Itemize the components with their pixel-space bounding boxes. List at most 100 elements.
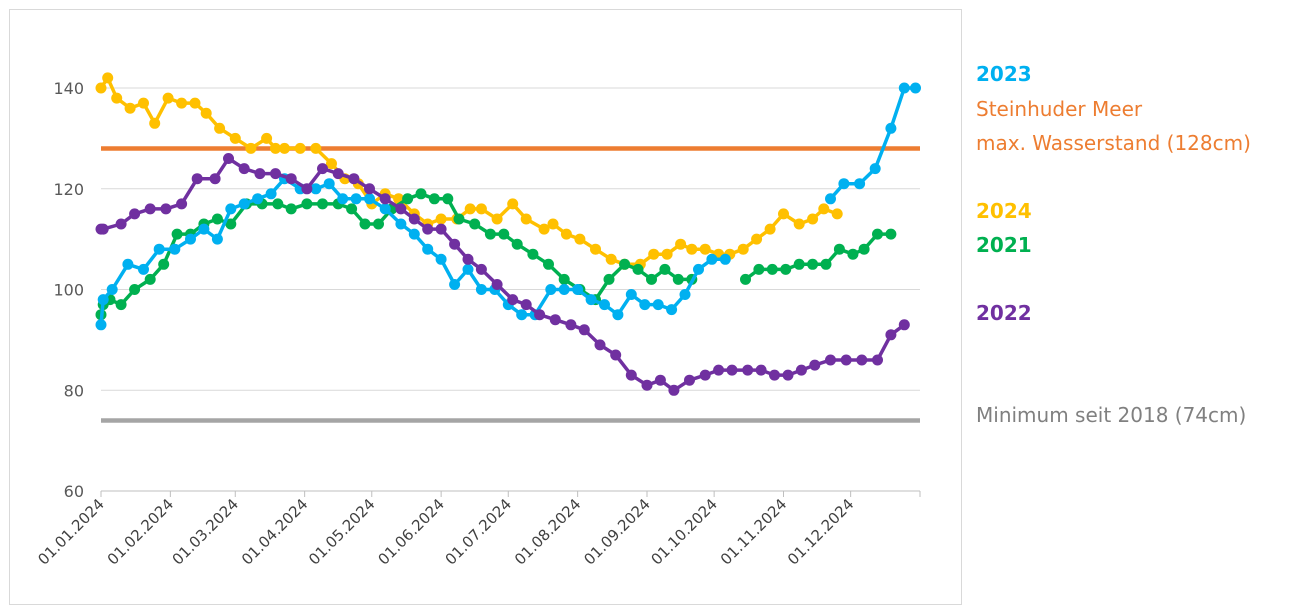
point-2024-0-9 bbox=[200, 107, 212, 119]
point-2023-0-4 bbox=[138, 263, 149, 275]
legend-2022: 2022 bbox=[976, 301, 1032, 325]
x-tick-label-4: 01.05.2024 bbox=[305, 495, 378, 568]
point-2024-1-13 bbox=[491, 213, 503, 225]
point-2021-0-4 bbox=[129, 284, 141, 295]
x-tick-label-11: 01.12.2024 bbox=[784, 495, 857, 568]
point-2021-1-7 bbox=[833, 243, 845, 255]
point-2021-1-10 bbox=[872, 228, 883, 240]
point-2021-0-7 bbox=[171, 228, 183, 240]
y-tick-label-80: 80 bbox=[64, 381, 84, 400]
point-2021-1-6 bbox=[820, 258, 832, 270]
point-2024-1-33 bbox=[764, 223, 776, 235]
point-2023-1-5 bbox=[898, 82, 910, 94]
point-2024-1-34 bbox=[778, 208, 789, 220]
point-2021-0-20 bbox=[359, 218, 371, 230]
y-tick-label-60: 60 bbox=[64, 482, 84, 501]
point-2022-0-20 bbox=[395, 203, 407, 215]
point-2024-0-13 bbox=[261, 132, 273, 144]
x-tick-label-1: 01.02.2024 bbox=[104, 495, 177, 568]
x-tick-label-7: 01.08.2024 bbox=[511, 495, 584, 568]
point-2021-0-28 bbox=[469, 218, 481, 230]
legend-2024: 2024 bbox=[976, 199, 1032, 223]
point-2022-0-5 bbox=[160, 203, 172, 215]
point-2023-1-0 bbox=[825, 193, 836, 205]
point-2021-0-26 bbox=[442, 193, 454, 205]
point-2024-1-21 bbox=[605, 253, 617, 265]
point-2021-0-17 bbox=[317, 198, 328, 210]
point-2023-0-11 bbox=[238, 198, 250, 210]
point-2022-0-49 bbox=[809, 359, 821, 371]
point-2024-1-36 bbox=[807, 213, 819, 225]
point-2023-0-18 bbox=[337, 193, 349, 205]
chart-frame bbox=[9, 9, 962, 605]
point-2021-1-3 bbox=[780, 263, 792, 275]
point-2021-1-1 bbox=[753, 263, 765, 275]
point-2023-0-23 bbox=[408, 228, 420, 240]
point-2024-0-6 bbox=[162, 92, 174, 104]
point-2021-0-24 bbox=[415, 188, 427, 200]
point-2021-0-31 bbox=[511, 238, 523, 250]
point-2022-0-32 bbox=[565, 319, 577, 331]
point-2021-0-30 bbox=[498, 228, 510, 240]
point-2022-0-4 bbox=[144, 203, 156, 215]
point-2021-0-19 bbox=[346, 203, 358, 215]
point-2023-0-24 bbox=[422, 243, 434, 255]
point-2024-0-15 bbox=[279, 142, 290, 154]
point-2021-0-33 bbox=[543, 258, 554, 270]
point-2021-0-3 bbox=[115, 299, 127, 311]
point-2023-0-22 bbox=[395, 218, 407, 230]
point-2022-0-17 bbox=[348, 173, 360, 185]
point-2023-0-40 bbox=[639, 299, 651, 311]
x-tick-label-9: 01.10.2024 bbox=[647, 495, 720, 568]
point-2022-0-1 bbox=[97, 223, 109, 235]
point-2023-1-6 bbox=[910, 82, 921, 94]
point-2022-0-13 bbox=[285, 173, 297, 185]
point-2022-0-55 bbox=[898, 319, 910, 331]
point-2022-0-34 bbox=[594, 339, 606, 351]
point-2021-0-25 bbox=[428, 193, 440, 205]
point-2021-0-6 bbox=[158, 258, 170, 270]
point-2022-0-40 bbox=[684, 374, 695, 386]
point-2023-0-16 bbox=[310, 183, 322, 195]
point-2023-0-35 bbox=[572, 284, 584, 295]
point-2023-0-9 bbox=[211, 233, 223, 245]
point-2023-0-13 bbox=[265, 188, 277, 200]
point-2023-0-0 bbox=[95, 319, 107, 331]
point-2021-0-38 bbox=[619, 258, 631, 270]
point-2023-0-38 bbox=[612, 309, 624, 321]
point-2023-0-26 bbox=[449, 279, 461, 290]
point-2022-0-7 bbox=[191, 173, 203, 185]
point-2023-0-41 bbox=[652, 299, 664, 311]
x-tick-label-6: 01.07.2024 bbox=[442, 495, 515, 568]
point-2024-1-17 bbox=[547, 218, 559, 230]
point-2024-1-25 bbox=[661, 248, 673, 260]
point-2021-1-2 bbox=[766, 263, 778, 275]
point-2021-0-34 bbox=[558, 273, 570, 285]
point-2022-0-45 bbox=[755, 364, 767, 376]
point-2022-0-33 bbox=[578, 324, 590, 336]
point-2022-0-41 bbox=[699, 369, 711, 381]
point-2022-0-29 bbox=[520, 299, 532, 311]
point-2021-0-11 bbox=[225, 218, 237, 230]
point-2023-1-4 bbox=[885, 122, 897, 134]
point-2023-1-1 bbox=[838, 178, 850, 190]
point-2024-1-27 bbox=[686, 243, 698, 255]
point-2021-0-29 bbox=[484, 228, 496, 240]
point-2022-0-10 bbox=[238, 163, 250, 175]
point-2022-0-48 bbox=[795, 364, 807, 376]
point-2023-0-3 bbox=[122, 258, 134, 270]
x-tick-label-3: 01.04.2024 bbox=[238, 495, 311, 568]
point-2022-0-27 bbox=[491, 279, 503, 290]
point-2024-0-8 bbox=[189, 97, 201, 109]
point-2024-1-32 bbox=[751, 233, 763, 245]
point-2022-0-42 bbox=[713, 364, 725, 376]
point-2022-0-2 bbox=[115, 218, 127, 230]
point-2024-1-20 bbox=[590, 243, 601, 255]
point-2022-0-38 bbox=[654, 374, 666, 386]
point-2023-0-43 bbox=[679, 289, 691, 300]
point-2023-1-2 bbox=[854, 178, 866, 190]
point-2024-1-15 bbox=[520, 213, 532, 225]
point-2023-0-2 bbox=[106, 284, 118, 295]
point-2022-0-8 bbox=[209, 173, 221, 185]
point-2022-0-53 bbox=[872, 354, 883, 366]
